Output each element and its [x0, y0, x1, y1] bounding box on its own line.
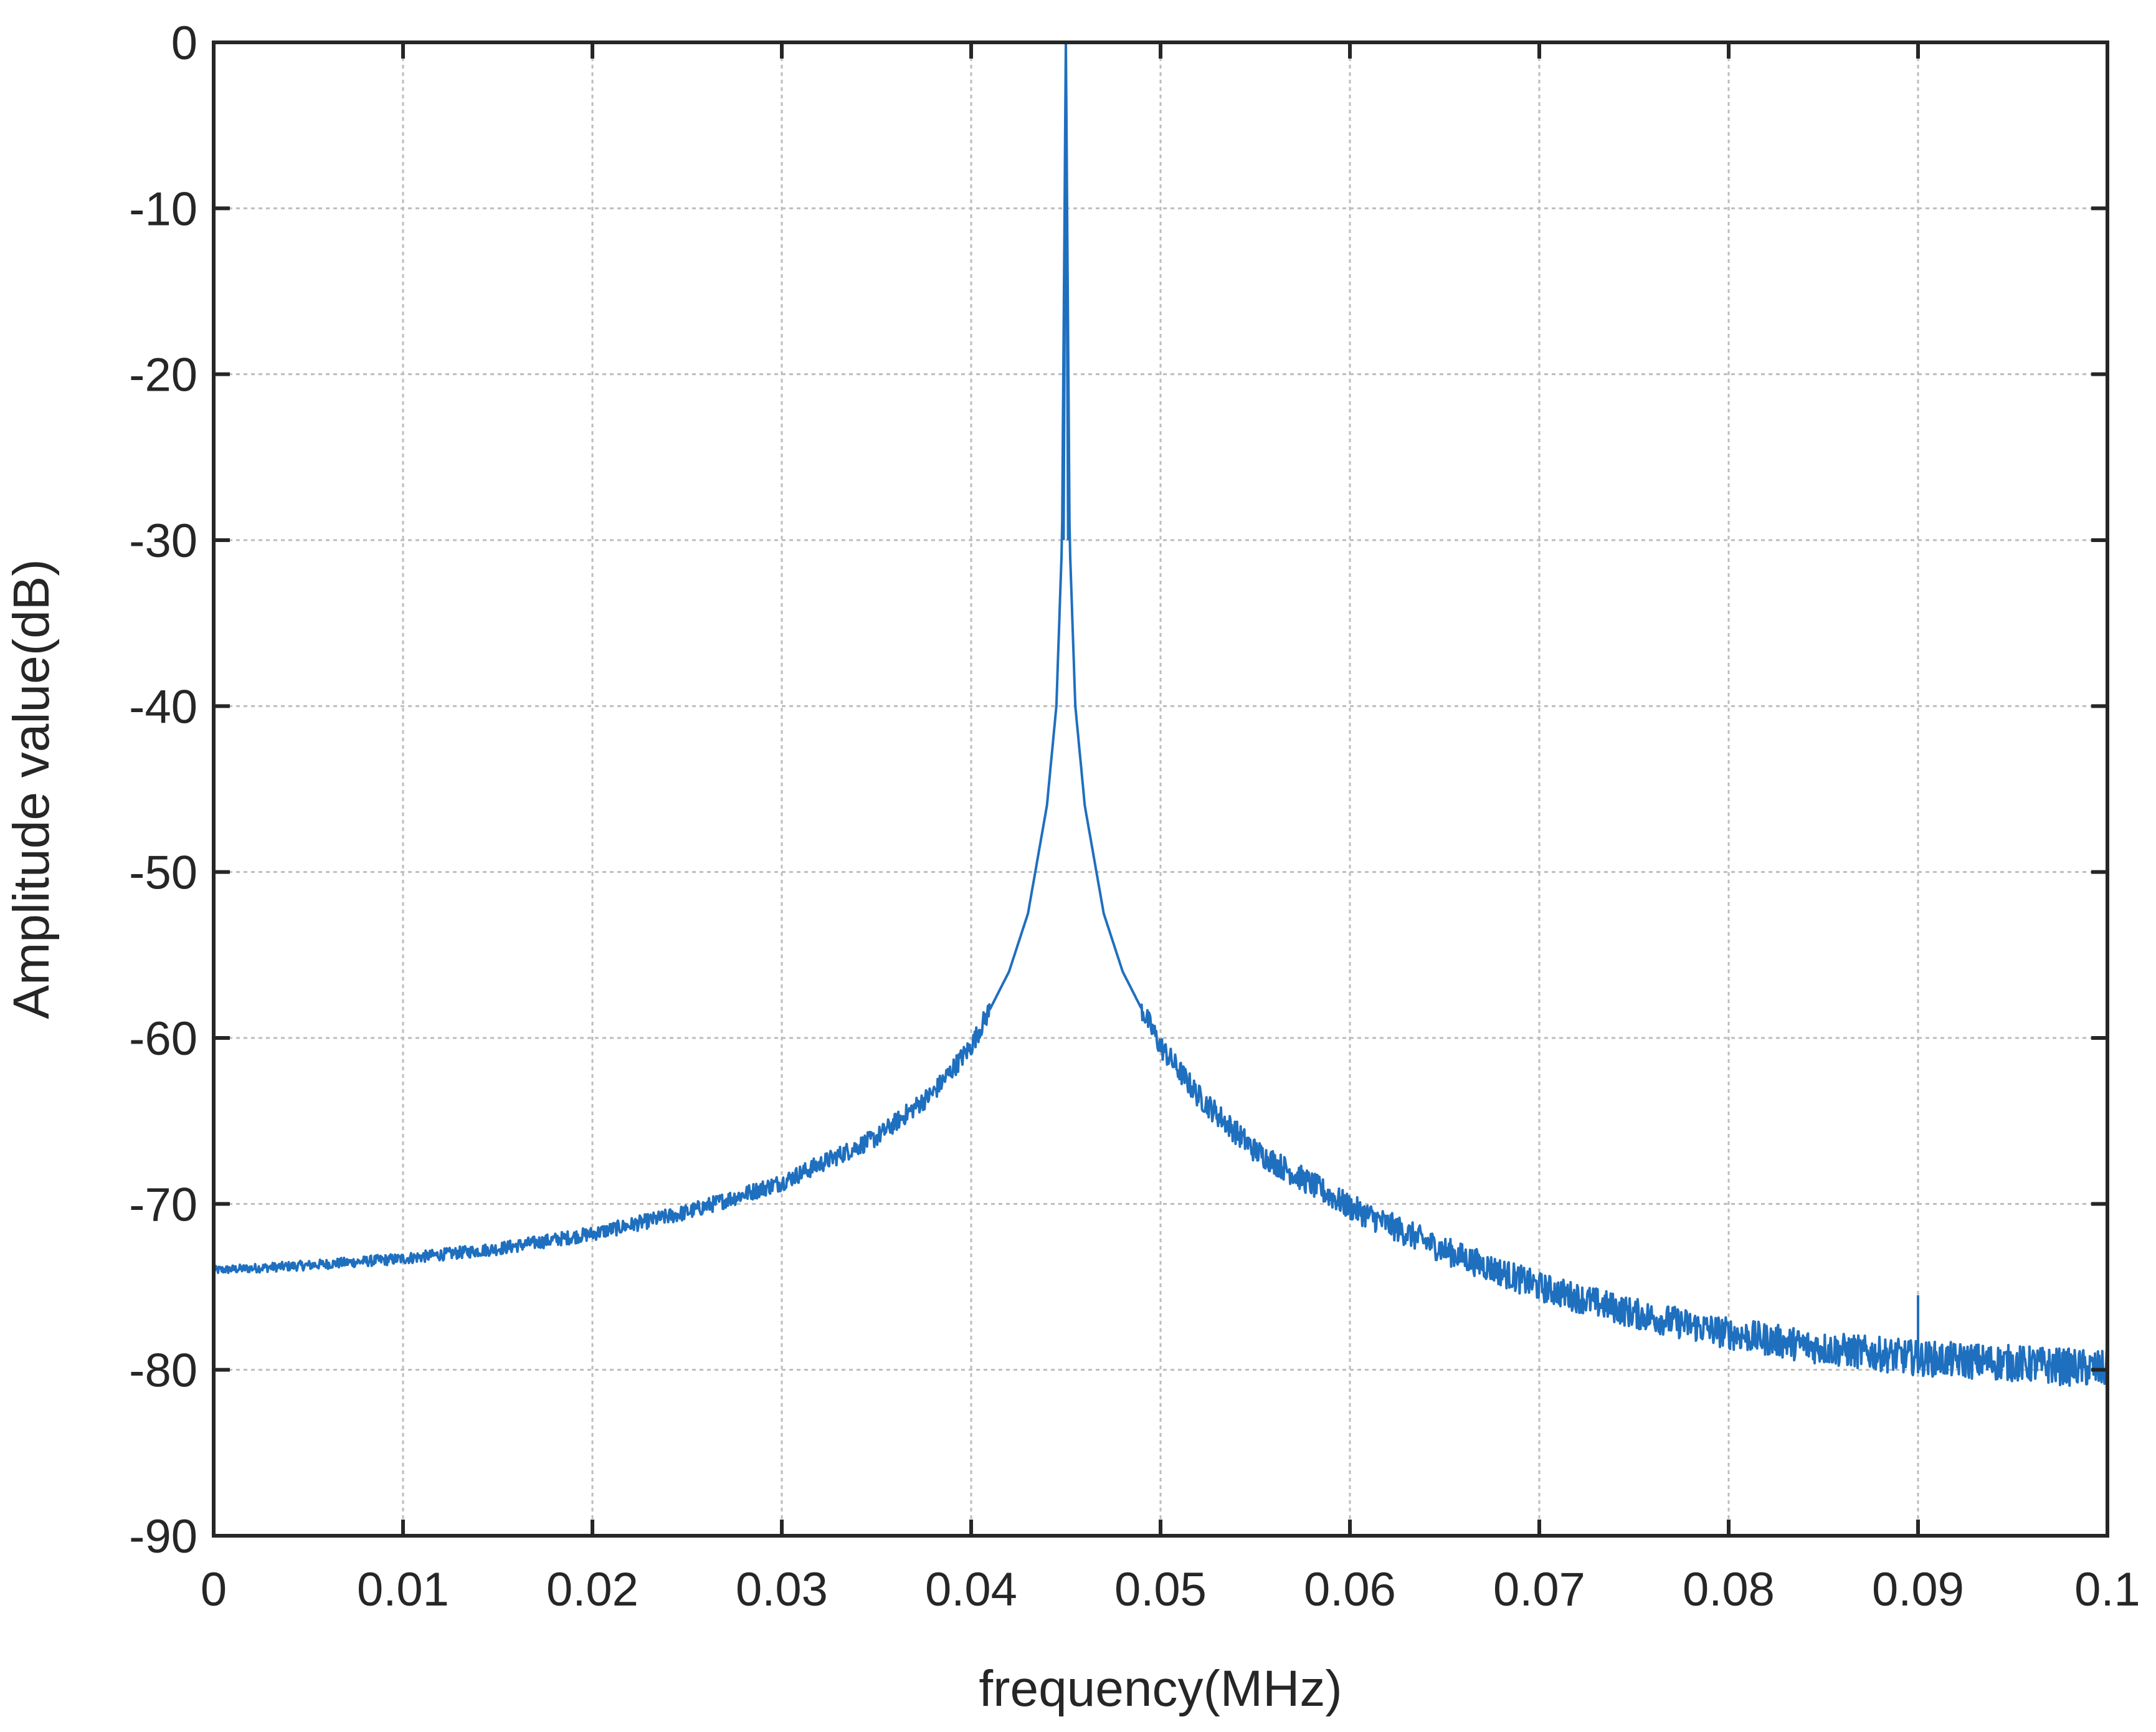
y-tick-label: -90: [129, 1510, 197, 1563]
x-tick-label: 0.08: [1683, 1563, 1775, 1616]
y-tick-labels: 0 -10 -20 -30 -40 -50 -60 -70 -80 -90: [129, 17, 197, 1563]
plot-frame: [212, 40, 2109, 1538]
x-tick-labels: 0 0.01 0.02 0.03 0.04 0.05 0.06 0.07 0.08 0.09 0.1: [201, 1563, 2140, 1616]
grid-lines: [214, 42, 2107, 1536]
y-tick-label: -60: [129, 1012, 197, 1065]
x-tick-label: 0.09: [1872, 1563, 1964, 1616]
y-tick-label: -20: [129, 349, 197, 402]
x-tick-label: 0.05: [1114, 1563, 1207, 1616]
x-tick-label: 0.07: [1493, 1563, 1585, 1616]
y-tick-label: -10: [129, 183, 197, 236]
x-tick-label: 0.01: [357, 1563, 449, 1616]
y-tick-label: -70: [129, 1178, 197, 1231]
x-tick-label: 0.04: [925, 1563, 1017, 1616]
y-tick-label: -30: [129, 515, 197, 568]
series-group: [212, 41, 2109, 1387]
y-tick-label: -80: [129, 1344, 197, 1397]
x-tick-label: 0: [201, 1563, 227, 1616]
x-tick-label: 0.06: [1304, 1563, 1396, 1616]
y-tick-label: -50: [129, 847, 197, 900]
x-axis-label: frequency(MHz): [979, 1660, 1342, 1717]
x-tick-label: 0.02: [546, 1563, 639, 1616]
axis-ticks: [212, 40, 2109, 1538]
y-axis-label: Amplitude value(dB): [3, 559, 60, 1019]
series-line: [212, 41, 2109, 1387]
x-tick-label: 0.03: [736, 1563, 828, 1616]
y-tick-label: -40: [129, 680, 197, 733]
x-tick-label: 0.1: [2074, 1563, 2140, 1616]
y-tick-label: 0: [171, 17, 197, 70]
